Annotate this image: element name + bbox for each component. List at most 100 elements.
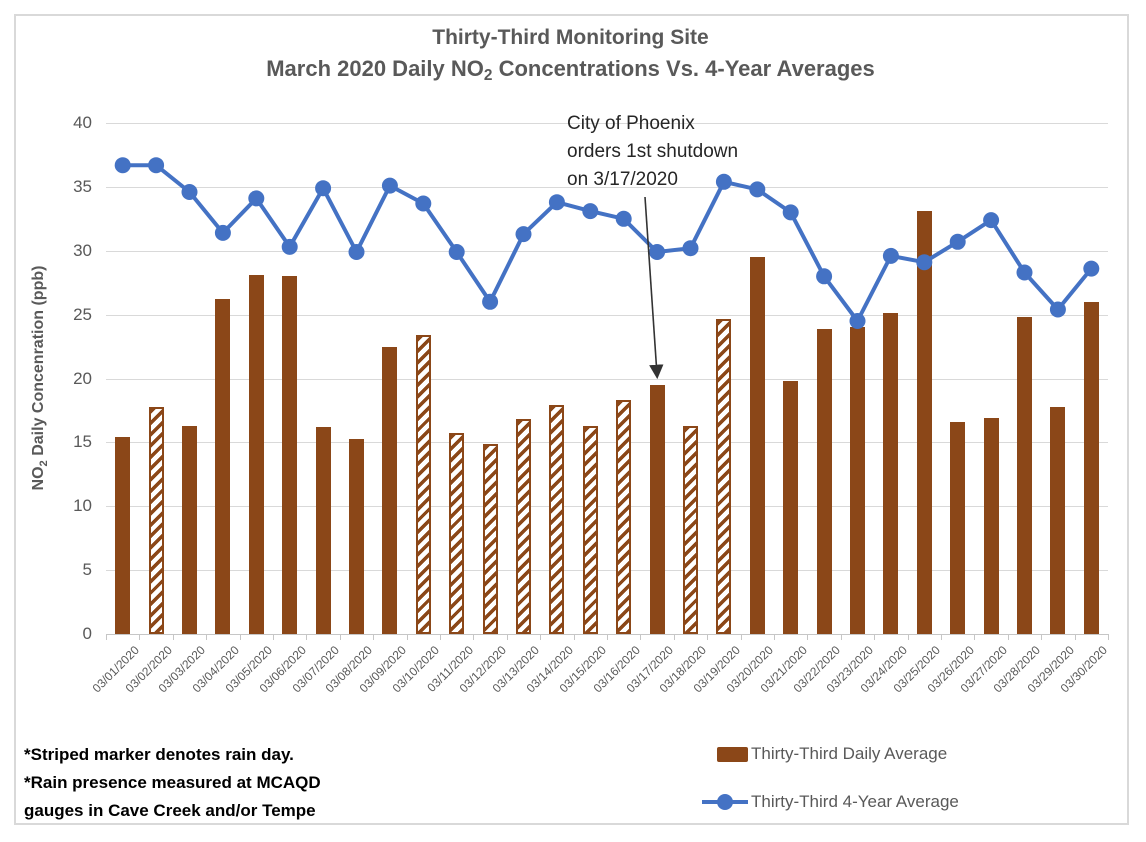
footnote-line-1: *Striped marker denotes rain day. [24,745,294,764]
x-tick-mark [239,634,241,640]
daily-bar-03/07/2020 [315,427,331,634]
x-tick-mark [740,634,742,640]
x-tick-mark [306,634,308,640]
y-tick-label-5: 5 [82,560,92,580]
daily-bar-03/22/2020 [816,328,832,634]
daily-bar-03/30/2020 [1083,301,1099,634]
y-tick-label-25: 25 [73,304,92,324]
annotation-line-2: orders 1st shutdown [567,141,739,162]
y-tick-label-40: 40 [73,113,92,132]
footnote-line-2: *Rain presence measured at MCAQD [24,773,321,792]
x-tick-mark [1041,634,1043,640]
y-axis-no2-subscript: 2 [38,460,50,467]
daily-bar-03/17/2020 [649,384,665,634]
daily-bar-03/26/2020 [950,421,966,634]
x-tick-mark [1074,634,1076,640]
x-tick-mark [640,634,642,640]
daily-bar-03/02/2020-rain [148,406,164,634]
chart-title-no2-subscript: 2 [483,67,493,84]
x-tick-mark [506,634,508,640]
daily-bar-03/05/2020 [248,275,264,634]
daily-bar-03/12/2020-rain [482,443,498,634]
daily-bar-03/27/2020 [983,418,999,634]
x-tick-mark [440,634,441,640]
daily-bar-03/09/2020 [382,346,398,634]
x-tick-mark [607,634,608,640]
x-tick-mark [907,634,909,640]
daily-bar-03/04/2020 [215,299,231,634]
daily-bar-03/06/2020 [282,276,298,634]
x-tick-mark [339,634,341,640]
daily-bar-03/13/2020-rain [516,419,531,634]
daily-bar-03/18/2020-rain [683,425,698,634]
y-gridline-15 [106,442,1108,444]
x-tick-mark [373,634,375,640]
x-tick-mark [774,634,775,640]
y-tick-label-35: 35 [73,176,92,196]
x-tick-mark [540,634,542,640]
legend-4year-average: Thirty-Third 4-Year Average [702,792,959,812]
x-tick-mark [807,634,809,640]
daily-bar-03/03/2020 [182,425,197,634]
daily-bar-03/24/2020 [883,313,899,634]
chart-title-line2: March 2020 Daily NO2 Concentrations Vs. … [14,56,1127,85]
x-tick-mark [206,634,208,640]
x-tick-mark [941,634,942,640]
y-tick-label-30: 30 [73,240,92,260]
x-tick-mark [673,634,675,640]
x-tick-mark [840,634,842,640]
y-gridline-5 [106,570,1108,572]
y-tick-label-20: 20 [73,368,92,388]
legend-line-swatch [702,794,748,810]
daily-bar-03/16/2020-rain [616,400,632,634]
y-gridline-40 [106,123,1108,124]
legend-bar-label: Thirty-Third Daily Average [751,744,948,763]
daily-bar-03/11/2020-rain [449,433,465,634]
x-tick-mark [1007,634,1009,640]
daily-bar-03/19/2020-rain [716,318,732,634]
daily-bar-03/29/2020 [1050,406,1066,634]
chart-title-line2-pre: March 2020 Daily NO [266,56,484,81]
x-tick-mark [172,634,174,640]
annotation-line-1: City of Phoenix [567,113,695,134]
x-tick-mark [106,634,107,640]
y-tick-label-10: 10 [73,496,92,516]
x-tick-mark [273,634,274,640]
legend-daily-average: Thirty-Third Daily Average [702,744,947,764]
legend-line-marker-icon [717,794,733,810]
footnote-line-3: gauges in Cave Creek and/or Tempe [24,801,316,820]
chart-frame [14,14,1129,825]
x-tick-mark [473,634,475,640]
daily-bar-03/08/2020 [349,438,364,634]
daily-bar-03/28/2020 [1017,317,1032,634]
y-axis-title: NO2 Daily Concenration (ppb) [30,265,50,491]
chart-title-line2-post: Concentrations Vs. 4-Year Averages [492,56,875,81]
legend-line-label: Thirty-Third 4-Year Average [751,792,959,811]
y-tick-label-0: 0 [82,624,92,643]
x-tick-mark [874,634,876,640]
x-tick-mark [707,634,709,640]
daily-bar-03/10/2020-rain [415,335,431,634]
daily-bar-03/25/2020 [916,211,932,634]
annotation-line-3: on 3/17/2020 [567,169,678,190]
daily-bar-03/14/2020-rain [549,405,565,634]
y-gridline-10 [106,506,1108,508]
x-tick-mark [974,634,976,640]
x-tick-mark [1108,634,1109,640]
x-tick-mark [139,634,141,640]
daily-bar-03/01/2020 [115,437,131,634]
rain-footnote: *Striped marker denotes rain day. *Rain … [24,741,321,825]
daily-bar-03/15/2020-rain [582,425,598,634]
x-tick-mark [573,634,575,640]
shutdown-annotation: City of Phoenix orders 1st shutdown on 3… [567,110,738,194]
y-gridline-30 [106,250,1108,252]
y-tick-label-15: 15 [73,432,92,452]
daily-bar-03/23/2020 [850,327,865,634]
legend-bar-swatch [717,746,748,762]
y-gridline-20 [106,378,1108,380]
chart-title-line1: Thirty-Third Monitoring Site [432,26,709,49]
daily-bar-03/20/2020 [749,257,765,634]
x-tick-mark [406,634,408,640]
daily-bar-03/21/2020 [783,381,799,634]
